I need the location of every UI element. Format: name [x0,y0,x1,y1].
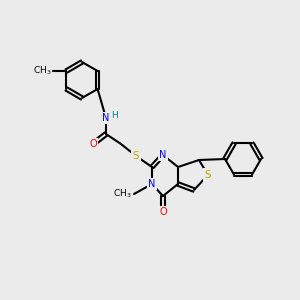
Text: H: H [111,112,117,121]
Text: N: N [148,179,156,189]
Text: S: S [133,151,139,161]
Text: O: O [159,207,167,217]
Text: S: S [205,170,211,180]
Text: CH$_3$: CH$_3$ [113,188,132,200]
Text: O: O [89,139,97,149]
Text: N: N [102,113,110,123]
Text: N: N [159,150,167,160]
Text: CH$_3$: CH$_3$ [33,65,51,77]
